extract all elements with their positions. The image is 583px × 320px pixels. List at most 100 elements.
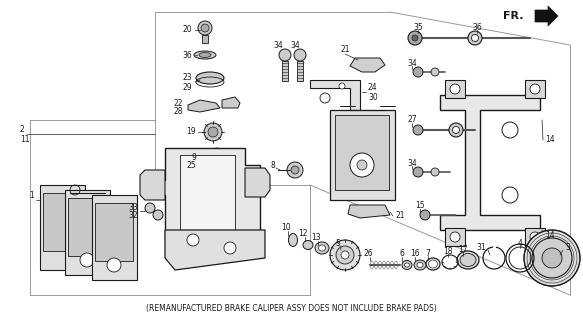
Text: 4: 4 (518, 238, 522, 247)
Text: 36: 36 (472, 22, 482, 31)
Circle shape (530, 84, 540, 94)
Polygon shape (40, 185, 85, 270)
Text: 21: 21 (340, 45, 350, 54)
Bar (525, 80, 545, 98)
Polygon shape (140, 170, 165, 200)
Circle shape (320, 93, 330, 103)
Ellipse shape (315, 242, 329, 254)
Circle shape (204, 123, 222, 141)
Circle shape (450, 84, 460, 94)
Polygon shape (310, 80, 360, 110)
Circle shape (336, 246, 354, 264)
Ellipse shape (457, 251, 479, 269)
Circle shape (80, 253, 94, 267)
Text: 11: 11 (20, 134, 30, 143)
Circle shape (502, 122, 518, 138)
Text: 6: 6 (399, 250, 405, 259)
Text: 32: 32 (128, 212, 138, 220)
Circle shape (450, 232, 460, 242)
Text: 14: 14 (545, 230, 554, 239)
Text: 34: 34 (407, 59, 417, 68)
Circle shape (524, 230, 580, 286)
Text: 36: 36 (182, 51, 192, 60)
Ellipse shape (472, 35, 479, 42)
Text: 29: 29 (182, 83, 192, 92)
Text: 13: 13 (311, 234, 321, 243)
Text: 18: 18 (443, 246, 453, 255)
Circle shape (420, 210, 430, 220)
Text: 28: 28 (174, 108, 183, 116)
Text: 8: 8 (271, 161, 275, 170)
Text: 23: 23 (182, 73, 192, 82)
Ellipse shape (431, 168, 439, 176)
Ellipse shape (199, 52, 211, 58)
Ellipse shape (194, 51, 216, 59)
Ellipse shape (196, 72, 224, 84)
Text: 2: 2 (20, 125, 24, 134)
Circle shape (412, 35, 418, 41)
Circle shape (294, 49, 306, 61)
Bar (202, 35, 208, 43)
Bar (445, 80, 465, 98)
Circle shape (339, 83, 345, 89)
Text: 31: 31 (476, 244, 486, 252)
Bar (213, 155, 221, 175)
Circle shape (107, 258, 121, 272)
Circle shape (413, 67, 423, 77)
Ellipse shape (431, 68, 439, 76)
Text: 35: 35 (413, 22, 423, 31)
Ellipse shape (405, 263, 409, 267)
Circle shape (187, 234, 199, 246)
Text: 25: 25 (187, 162, 196, 171)
Circle shape (212, 148, 222, 158)
Text: 34: 34 (290, 41, 300, 50)
Circle shape (224, 242, 236, 254)
Circle shape (413, 125, 423, 135)
Text: 27: 27 (407, 116, 417, 124)
Polygon shape (348, 205, 390, 218)
Text: 12: 12 (298, 229, 308, 238)
Circle shape (291, 166, 299, 174)
Text: 26: 26 (363, 250, 373, 259)
Text: 9: 9 (191, 153, 196, 162)
Bar (282, 61, 288, 81)
Polygon shape (165, 230, 265, 270)
Bar (43, 193, 81, 251)
Text: 30: 30 (368, 92, 378, 101)
Circle shape (208, 127, 218, 137)
Circle shape (341, 251, 349, 259)
Text: 17: 17 (458, 244, 468, 253)
Ellipse shape (452, 126, 459, 133)
Text: 16: 16 (410, 250, 420, 259)
Circle shape (153, 210, 163, 220)
Polygon shape (155, 148, 260, 255)
Text: 1: 1 (29, 190, 34, 199)
Bar (95, 203, 133, 261)
Text: 10: 10 (281, 223, 291, 233)
Circle shape (198, 21, 212, 35)
Text: 7: 7 (426, 249, 430, 258)
Ellipse shape (414, 260, 426, 270)
Polygon shape (535, 6, 558, 26)
Circle shape (279, 49, 291, 61)
Text: 24: 24 (368, 84, 378, 92)
Circle shape (532, 238, 572, 278)
Polygon shape (245, 168, 270, 197)
Ellipse shape (318, 245, 325, 251)
Ellipse shape (417, 262, 423, 268)
Ellipse shape (460, 253, 476, 267)
Text: 34: 34 (273, 41, 283, 50)
Bar (68, 198, 106, 256)
Circle shape (502, 187, 518, 203)
Text: 34: 34 (407, 158, 417, 167)
Polygon shape (65, 190, 110, 275)
Ellipse shape (303, 241, 313, 250)
Polygon shape (440, 95, 540, 230)
Text: 3: 3 (565, 244, 570, 252)
Circle shape (530, 232, 540, 242)
Text: 22: 22 (174, 99, 183, 108)
Polygon shape (188, 100, 220, 112)
Text: 20: 20 (182, 26, 192, 35)
Ellipse shape (402, 260, 412, 269)
Text: 15: 15 (415, 202, 425, 211)
